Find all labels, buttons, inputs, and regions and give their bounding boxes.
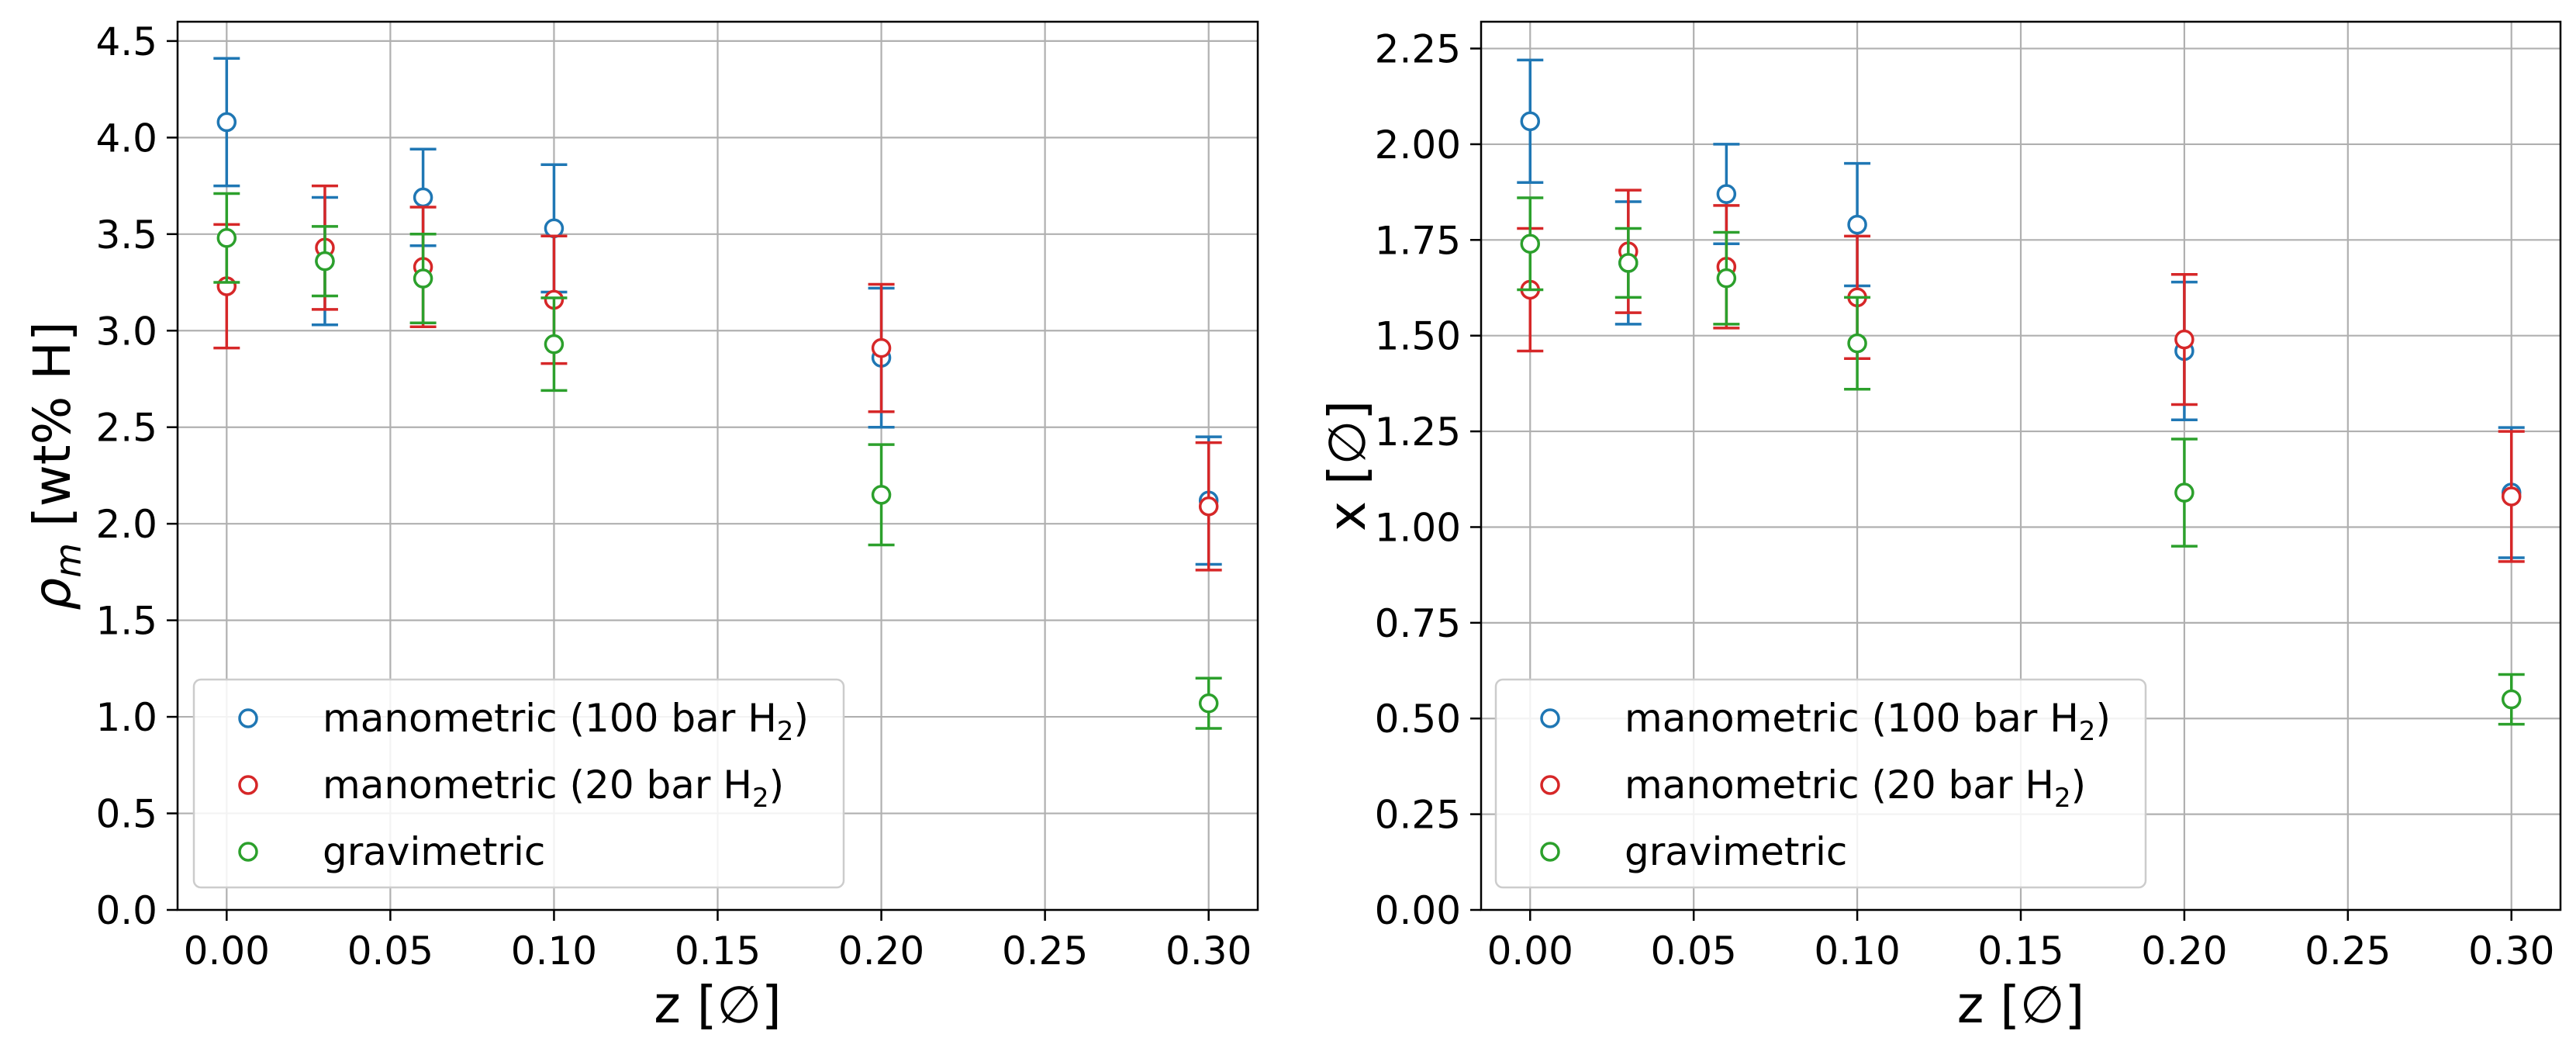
y-tick-label: 4.5: [95, 19, 157, 64]
data-point: [315, 251, 335, 272]
y-tick-label: 2.5: [95, 406, 157, 451]
y-tick-label: 1.0: [95, 695, 157, 740]
data-point: [2174, 329, 2194, 350]
y-tick-label: 0.75: [1375, 601, 1461, 646]
legend-item: gravimetric: [238, 829, 545, 874]
y-tick-label: 1.50: [1375, 314, 1461, 359]
x-tick-label: 0.10: [1814, 929, 1900, 974]
y-tick-label: 1.75: [1375, 218, 1461, 263]
legend-marker: [238, 775, 258, 795]
y-tick-label: 0.0: [95, 888, 157, 933]
y-tick-label: 4.0: [95, 116, 157, 161]
legend-box: [192, 678, 845, 889]
y-tick-label: 1.5: [95, 599, 157, 644]
y-tick-label: 2.00: [1375, 123, 1461, 168]
legend-marker: [238, 842, 258, 862]
gridlines: [178, 22, 1258, 911]
ticks: 0.00 0.05 0.10 0.15 0.20 0.25 0.30 0.0 0.5 1.0 1.5…: [95, 19, 1252, 974]
x-tick-label: 0.30: [2468, 929, 2554, 974]
legend-marker: [1540, 842, 1560, 862]
y-axis-label: x [∅]: [1317, 400, 1377, 531]
y-tick-label: 1.00: [1375, 505, 1461, 550]
x-tick-label: 0.20: [2141, 929, 2227, 974]
data-point: [1618, 253, 1638, 273]
y-tick-label: 2.0: [95, 502, 157, 547]
data-point: [216, 228, 237, 248]
data-point: [2501, 486, 2522, 507]
series-grav: [213, 192, 1222, 730]
data-point: [1520, 233, 1541, 254]
legend-label: manometric (100 bar H2): [1625, 696, 2111, 747]
x-tick-label: 0.10: [511, 929, 597, 974]
y-tick-label: 2.25: [1375, 27, 1461, 72]
legend-box: [1494, 678, 2147, 889]
y-tick-label: 0.5: [95, 792, 157, 837]
data-point: [2501, 689, 2522, 710]
legend-item: manometric (20 bar H2): [1540, 763, 2086, 814]
x-tick-label: 0.30: [1165, 929, 1252, 974]
data-point: [1198, 496, 1219, 517]
legend-label: gravimetric: [323, 829, 545, 874]
chart-2: 0.00 0.05 0.10 0.15 0.20 0.25 0.30 0.00 0.25 0.50…: [1317, 20, 2562, 1035]
data-point: [871, 485, 892, 505]
x-tick-label: 0.20: [838, 929, 924, 974]
data-point: [1847, 214, 1867, 235]
plot-frame: [1480, 20, 2562, 911]
legend-label: manometric (100 bar H2): [323, 696, 809, 747]
x-tick-label: 0.25: [2305, 929, 2391, 974]
y-tick-label: 0.50: [1375, 697, 1461, 742]
legend-label: manometric (20 bar H2): [1625, 763, 2086, 814]
data-point: [1198, 693, 1219, 714]
y-axis-label: ρm [wt% H]: [22, 321, 89, 610]
y-tick-label: 3.0: [95, 309, 157, 354]
y-tick-label: 3.5: [95, 213, 157, 258]
y-tick-label: 0.00: [1375, 888, 1461, 933]
x-tick-label: 0.05: [1651, 929, 1737, 974]
legend-marker: [1540, 775, 1560, 795]
data-point: [1847, 333, 1867, 354]
x-tick-label: 0.00: [184, 929, 270, 974]
x-tick-label: 0.00: [1487, 929, 1573, 974]
data-point: [1520, 111, 1541, 132]
legend-item: manometric (20 bar H2): [238, 763, 784, 814]
data-point: [413, 187, 433, 208]
data-point: [544, 334, 565, 355]
legend-marker: [238, 708, 258, 728]
y-tick-label: 1.25: [1375, 410, 1461, 455]
plot-frame: [176, 20, 1259, 911]
legend-item: gravimetric: [1540, 829, 1847, 874]
data-point: [216, 112, 237, 133]
legend-marker: [1540, 708, 1560, 728]
ticks: 0.00 0.05 0.10 0.15 0.20 0.25 0.30 0.00 0.25 0.50…: [1375, 27, 2555, 974]
legend-label: manometric (20 bar H2): [323, 763, 784, 814]
legend-item: manometric (100 bar H2): [1540, 696, 2111, 747]
x-tick-label: 0.25: [1002, 929, 1088, 974]
legend: manometric (100 bar H2) manometric (20 ba…: [192, 678, 845, 889]
data-point: [544, 218, 565, 239]
x-axis-label: z [∅]: [1957, 975, 2085, 1035]
data-point: [1716, 184, 1737, 204]
data-point: [1716, 268, 1737, 289]
chart-1: 0.00 0.05 0.10 0.15 0.20 0.25 0.30 0.0 0.5 1.0 1.5…: [22, 19, 1259, 1035]
data-point: [2174, 482, 2194, 503]
y-tick-label: 0.25: [1375, 793, 1461, 838]
x-tick-label: 0.05: [347, 929, 433, 974]
legend-label: gravimetric: [1625, 829, 1847, 874]
legend-item: manometric (100 bar H2): [238, 696, 809, 747]
x-tick-label: 0.15: [675, 929, 761, 974]
legend: manometric (100 bar H2) manometric (20 ba…: [1494, 678, 2147, 889]
series-grav: [1517, 196, 2525, 726]
x-axis-label: z [∅]: [654, 975, 782, 1035]
data-point: [413, 268, 433, 289]
x-tick-label: 0.15: [1977, 929, 2063, 974]
data-point: [871, 337, 892, 358]
